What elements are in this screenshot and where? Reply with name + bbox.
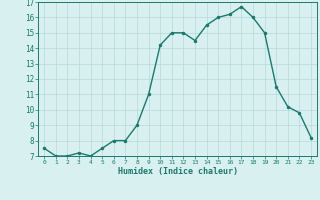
X-axis label: Humidex (Indice chaleur): Humidex (Indice chaleur)	[118, 167, 238, 176]
